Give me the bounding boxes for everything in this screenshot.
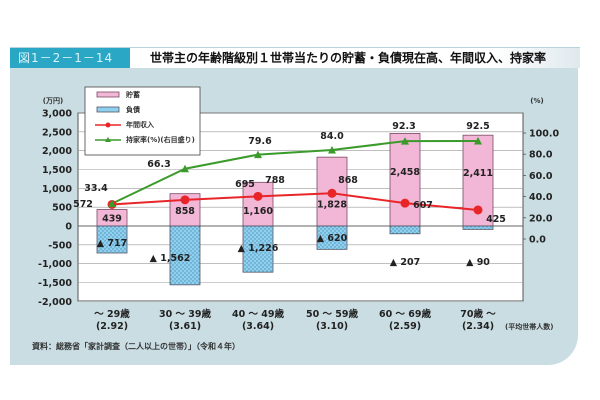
legend-homeownership-marker (105, 137, 111, 142)
debt-bar (316, 225, 348, 250)
source-note: 資料：総務省「家計調査（二人以上の世帯）」（令和４年） (32, 341, 240, 351)
savings-bar (389, 133, 421, 227)
homeownership-value-label: 84.0 (320, 131, 344, 142)
legend-savings-label: 貯蓄 (126, 90, 140, 99)
category-label: 30 ～ 39歳 (159, 308, 212, 320)
debt-value-label: ▲ 1,562 (150, 253, 191, 264)
category-sublabel: (2.59) (389, 321, 421, 332)
legend-income-label: 年間収入 (126, 120, 154, 129)
income-value-label: 607 (413, 200, 433, 211)
category-label: 60 ～ 69歳 (379, 308, 432, 320)
debt-bar (96, 225, 128, 254)
left-axis-tick: 1,500 (42, 165, 72, 176)
category-label: 50 ～ 59歳 (306, 308, 359, 320)
legend-debt-label: 負債 (126, 105, 140, 114)
savings-value-label: 2,458 (390, 167, 420, 178)
savings-value-label: 2,411 (463, 168, 493, 179)
right-axis-tick: 60.0 (529, 171, 553, 182)
left-axis-tick: 2,500 (42, 127, 72, 138)
right-axis-tick: 0.0 (529, 235, 546, 246)
income-value-label: 572 (73, 199, 93, 210)
homeownership-value-label: 92.5 (466, 121, 489, 132)
debt-bar (462, 225, 494, 230)
savings-value-label: 1,160 (243, 206, 273, 217)
category-sublabel: (3.61) (169, 321, 201, 332)
debt-bar (169, 225, 201, 286)
debt-value-label: ▲ 717 (97, 238, 127, 249)
homeownership-marker (254, 150, 262, 159)
income-marker (253, 191, 263, 201)
income-marker (180, 195, 190, 205)
left-axis-tick: 0 (65, 222, 72, 233)
income-line (111, 192, 479, 211)
income-value-label: 868 (338, 175, 358, 186)
legend-debt-swatch (96, 106, 120, 113)
legend-box (84, 86, 201, 156)
figure-header: 図1－2－1－14 世帯主の年齢階級別１世帯当たりの貯蓄・負債現在高、年間収入、… (10, 47, 580, 68)
homeownership-marker (181, 164, 189, 173)
homeownership-marker (401, 137, 409, 145)
figure-title: 世帯主の年齢階級別１世帯当たりの貯蓄・負債現在高、年間収入、持家率 (150, 51, 547, 65)
legend-income-marker (105, 122, 111, 128)
legend-homeownership-label: 持家率(%)(右目盛り) (126, 135, 195, 144)
right-axis-tick: 80.0 (529, 150, 553, 161)
savings-value-label: 439 (102, 214, 122, 225)
category-sublabel: (2.92) (96, 321, 128, 332)
right-axis-tick: 40.0 (529, 192, 553, 203)
left-axis-label: (万円) (43, 97, 63, 105)
savings-value-label: 1,828 (317, 199, 347, 210)
debt-value-label: ▲ 1,226 (238, 243, 279, 254)
income-marker (473, 205, 483, 215)
category-sublabel: (3.64) (242, 321, 274, 332)
income-value-label: 788 (265, 175, 285, 186)
income-value-label: 695 (235, 179, 255, 190)
figure-number: 図1－2－1－14 (10, 48, 130, 68)
income-value-label: 425 (486, 214, 506, 225)
debt-value-label: ▲ 207 (390, 257, 420, 268)
left-axis-tick: 2,000 (42, 146, 72, 157)
right-axis-label: (%) (530, 97, 543, 105)
debt-bar (242, 225, 274, 273)
debt-bar (389, 225, 421, 235)
debt-value-label: ▲ 620 (317, 233, 348, 244)
debt-value-label: ▲ 90 (466, 257, 490, 268)
homeownership-value-label: 92.3 (392, 121, 415, 132)
savings-value-label: 858 (175, 206, 195, 217)
homeownership-value-label: 33.4 (84, 183, 108, 194)
homeownership-marker (108, 199, 116, 208)
left-axis-tick: -1,500 (38, 278, 72, 289)
left-axis-tick: 3,000 (42, 109, 72, 120)
category-label: ～ 29歳 (94, 308, 130, 320)
homeownership-line (111, 139, 479, 205)
left-axis-tick: 500 (52, 203, 72, 214)
category-sublabel: (2.34) (462, 321, 494, 332)
category-label: 70歳 ～ (460, 308, 496, 320)
homeownership-value-label: 79.6 (248, 136, 272, 147)
homeownership-marker (474, 136, 482, 145)
income-marker (327, 188, 337, 198)
left-axis-tick: 1,000 (42, 184, 72, 195)
homeownership-value-label: 66.3 (147, 159, 170, 170)
savings-bar (242, 181, 274, 227)
right-axis-tick: 100.0 (529, 129, 559, 140)
category-label: 40 ～ 49歳 (232, 308, 285, 320)
homeownership-marker (328, 145, 336, 154)
category-sublabel-note: (平均世帯人数) (505, 322, 553, 331)
left-axis-tick: -1,000 (38, 259, 72, 270)
right-axis-tick: 20.0 (529, 213, 553, 224)
left-axis-tick: -500 (48, 240, 72, 251)
left-axis-tick: -2,000 (38, 297, 72, 308)
income-marker (400, 198, 410, 208)
category-sublabel: (3.10) (316, 321, 348, 332)
legend-savings-swatch (96, 91, 120, 98)
